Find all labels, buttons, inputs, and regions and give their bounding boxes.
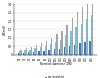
Bar xyxy=(29,50,31,55)
Bar xyxy=(50,44,51,55)
Bar xyxy=(36,45,37,55)
Bar xyxy=(59,49,60,55)
Bar xyxy=(26,48,27,55)
Bar xyxy=(72,18,73,55)
Bar xyxy=(79,43,80,55)
Bar xyxy=(24,50,26,55)
Bar xyxy=(45,46,46,55)
Bar xyxy=(54,49,55,55)
Bar xyxy=(18,53,19,55)
Bar xyxy=(86,19,87,55)
Bar xyxy=(80,24,82,55)
Bar xyxy=(69,46,70,55)
Bar xyxy=(77,12,78,55)
Y-axis label: W/(m·K): W/(m·K) xyxy=(3,24,7,35)
Bar xyxy=(38,51,40,55)
Bar xyxy=(41,43,42,55)
Legend: pre-insulated, dry insulation, wet insulation: pre-insulated, dry insulation, wet insul… xyxy=(45,75,66,78)
Bar xyxy=(84,42,86,55)
Bar xyxy=(33,52,34,55)
Bar xyxy=(31,47,32,55)
Bar xyxy=(75,27,77,55)
Bar xyxy=(66,25,68,55)
Bar xyxy=(60,39,61,55)
Bar xyxy=(23,53,24,55)
Bar xyxy=(74,45,75,55)
Bar xyxy=(19,51,20,55)
Bar xyxy=(20,50,22,55)
Bar xyxy=(87,1,88,55)
Bar xyxy=(82,7,83,55)
Bar xyxy=(89,41,91,55)
Bar xyxy=(70,31,72,55)
Bar xyxy=(65,35,66,55)
Bar xyxy=(56,34,58,55)
Bar xyxy=(51,38,52,55)
Bar xyxy=(55,41,56,55)
Bar xyxy=(28,52,29,55)
Bar xyxy=(61,31,63,55)
X-axis label: Nominal diameter (DN): Nominal diameter (DN) xyxy=(40,62,72,66)
Bar xyxy=(46,41,47,55)
Bar xyxy=(48,50,50,55)
Bar xyxy=(34,48,36,55)
Bar xyxy=(43,51,45,55)
Bar xyxy=(64,47,65,55)
Bar xyxy=(40,47,41,55)
Bar xyxy=(91,15,92,55)
Bar xyxy=(92,0,93,55)
